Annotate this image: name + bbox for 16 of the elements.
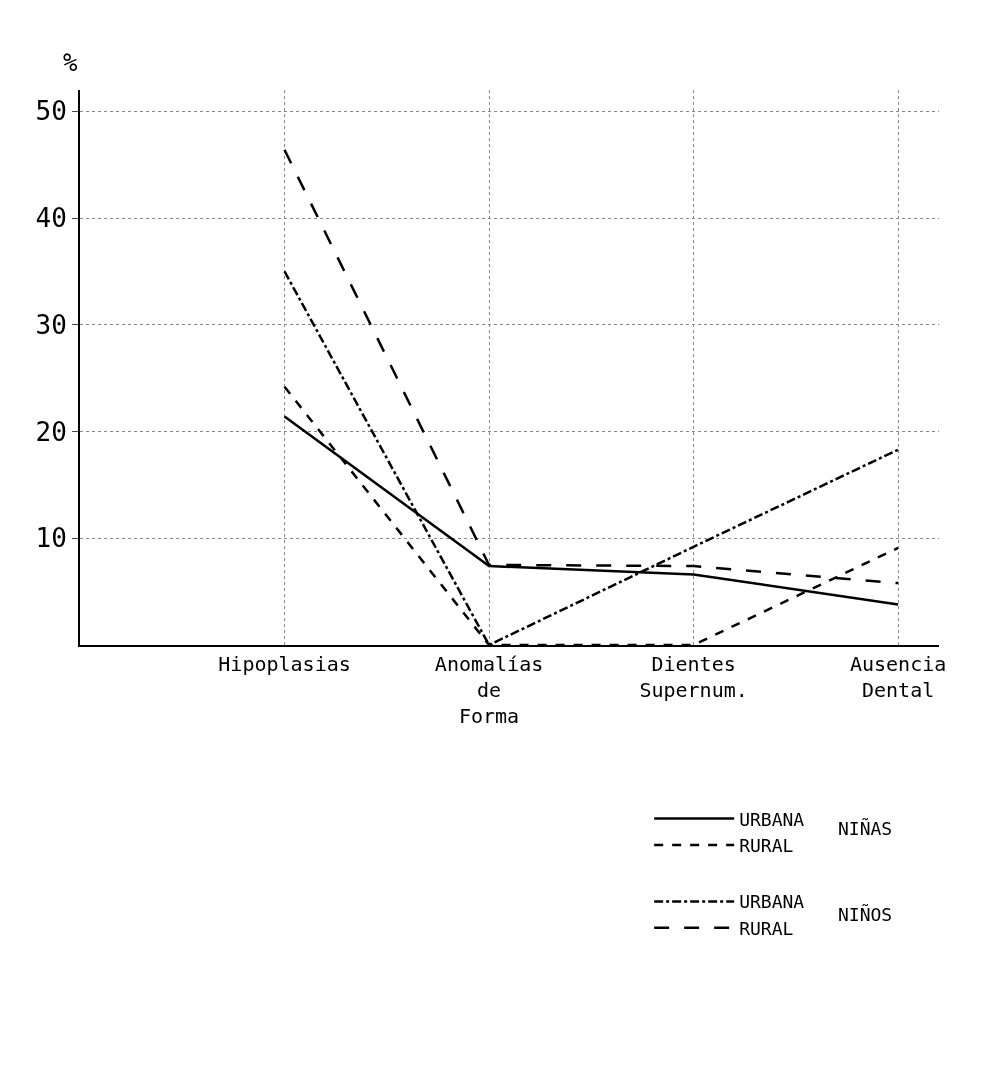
y-tick-label: 30 [35, 309, 67, 340]
x-tick-label: Hipoplasias [218, 652, 351, 676]
legend-label: RURAL [739, 835, 794, 857]
legend-label: URBANA [739, 891, 805, 913]
x-tick-label: Ausencia Dental [849, 652, 947, 702]
x-tick-label: Anomalías de Forma [434, 652, 544, 728]
y-tick-label: 50 [35, 96, 67, 127]
text: NIÑOS [838, 904, 893, 925]
y-axis-title: % [63, 49, 78, 77]
legend-label: URBANA [739, 808, 805, 830]
legend-label: RURAL [739, 917, 794, 939]
y-tick-label: 40 [35, 203, 67, 234]
y-tick-label: 10 [35, 523, 67, 554]
text: NIÑAS [838, 818, 893, 839]
x-tick-label: Dientes Supernum. [639, 652, 748, 702]
y-tick-label: 20 [35, 416, 67, 447]
